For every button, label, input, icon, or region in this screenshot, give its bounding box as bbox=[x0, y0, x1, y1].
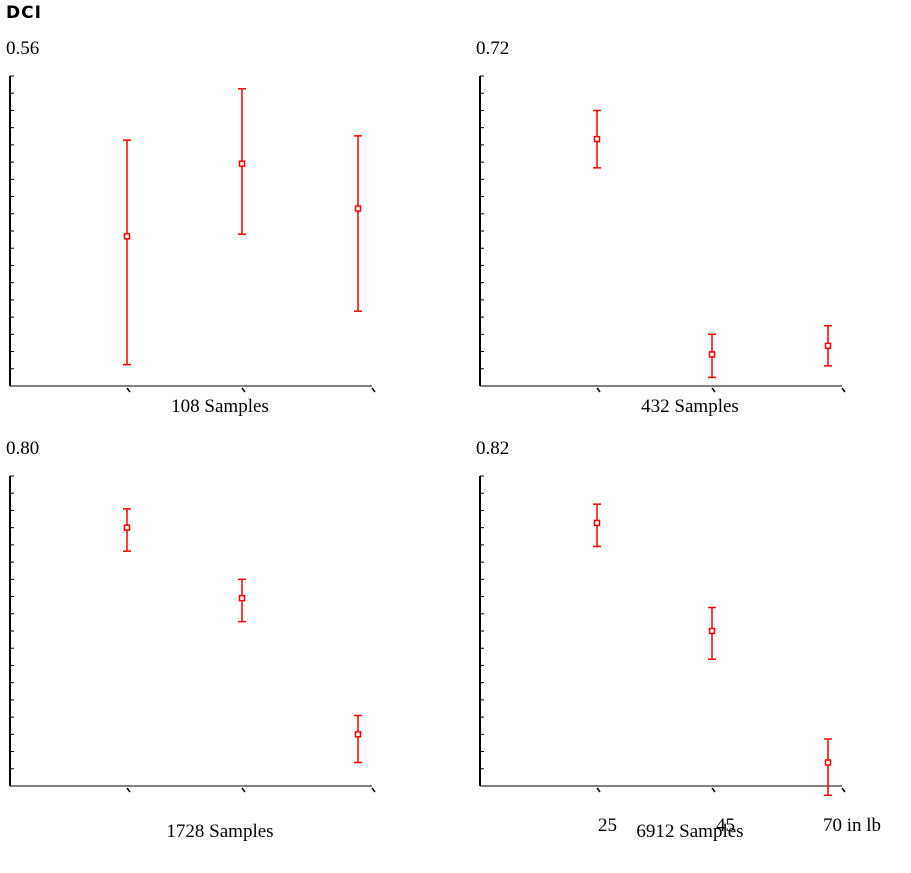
panel-top-value: 0.56 bbox=[6, 38, 40, 59]
panel-top-value: 0.80 bbox=[6, 438, 40, 459]
data-point bbox=[354, 731, 362, 738]
x-tick bbox=[126, 387, 131, 393]
x-label-70: 70 in lb bbox=[823, 815, 882, 836]
x-tick bbox=[126, 787, 131, 793]
data-point bbox=[238, 160, 246, 167]
data-point bbox=[824, 342, 832, 350]
panel-caption: 432 Samples bbox=[641, 396, 739, 417]
plot-432 bbox=[479, 75, 846, 393]
x-label-25: 25 bbox=[598, 815, 617, 836]
x-tick bbox=[241, 387, 246, 393]
data-point bbox=[708, 351, 716, 358]
x-tick bbox=[711, 787, 716, 793]
data-point bbox=[354, 205, 362, 212]
plot-6912 bbox=[479, 475, 846, 797]
x-tick bbox=[711, 387, 716, 393]
data-point bbox=[123, 233, 131, 240]
panel-caption: 108 Samples bbox=[171, 396, 269, 417]
x-tick bbox=[841, 787, 846, 793]
x-tick bbox=[596, 787, 601, 793]
x-label-45: 45 bbox=[716, 815, 735, 836]
page-title: DCI bbox=[6, 3, 42, 23]
panel-top-value: 0.72 bbox=[476, 38, 510, 59]
panel-108: 0.56 108 Samples bbox=[0, 38, 440, 458]
plot-1728 bbox=[9, 475, 376, 793]
plot-108 bbox=[9, 75, 376, 393]
x-tick bbox=[371, 787, 376, 793]
panel-caption: 6912 Samples bbox=[636, 821, 744, 842]
data-point bbox=[824, 759, 832, 766]
data-point bbox=[708, 627, 716, 635]
panel-1728: 0.80 1728 Samples bbox=[0, 438, 440, 858]
x-tick bbox=[371, 387, 376, 393]
x-tick bbox=[841, 387, 846, 393]
x-tick bbox=[241, 787, 246, 793]
panel-top-value: 0.82 bbox=[476, 438, 510, 459]
data-point bbox=[593, 135, 601, 143]
data-point bbox=[123, 524, 131, 531]
x-tick bbox=[596, 387, 601, 393]
panel-432: 0.72 432 Samples bbox=[470, 38, 910, 458]
panel-6912: 0.82 6912 Samples bbox=[470, 438, 910, 858]
panel-caption: 1728 Samples bbox=[166, 821, 274, 842]
data-point bbox=[238, 594, 246, 602]
data-point bbox=[593, 519, 601, 527]
